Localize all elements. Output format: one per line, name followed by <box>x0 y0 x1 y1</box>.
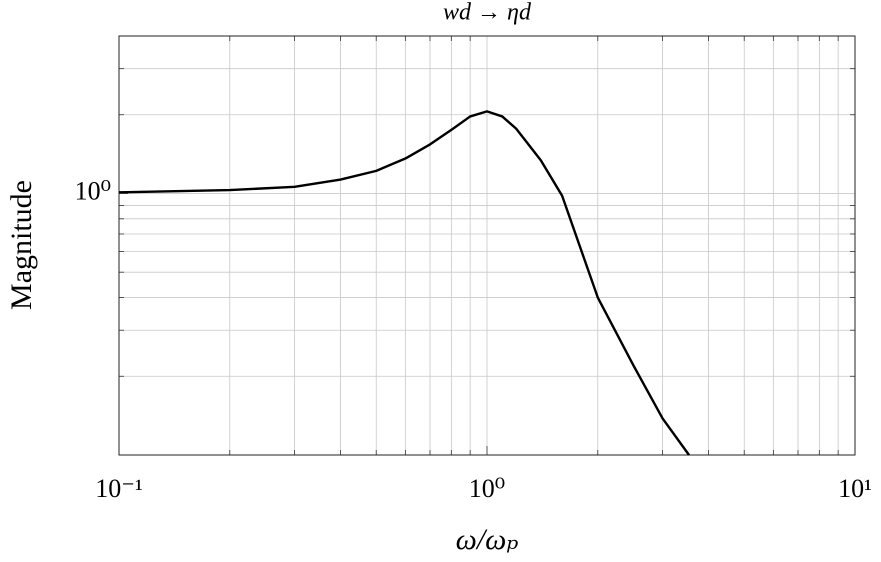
x-axis-label: ω/ωₚ <box>456 523 519 556</box>
plot-frame <box>118 35 856 456</box>
y-axis-label: Magnitude <box>5 180 38 310</box>
data-line <box>118 110 691 456</box>
y-tick-label: 10⁰ <box>75 176 111 205</box>
x-tick-label: 10⁻¹ <box>95 474 143 503</box>
x-tick-label: 10⁰ <box>469 474 505 503</box>
x-tick-label: 10¹ <box>838 474 872 503</box>
chart-title: wd → ηd <box>443 0 532 26</box>
